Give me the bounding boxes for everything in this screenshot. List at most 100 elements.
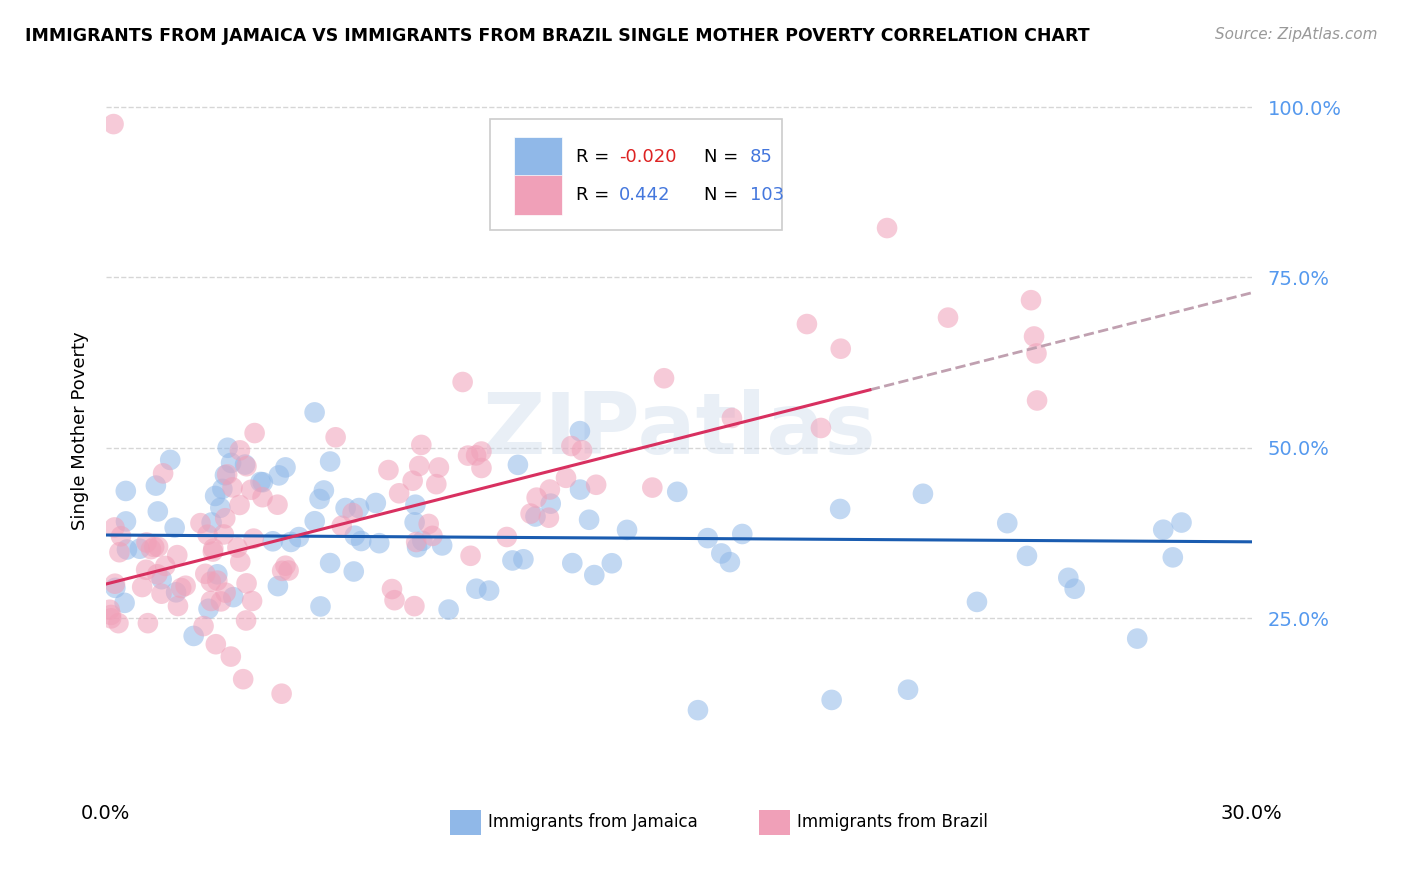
Point: [364, 496, 387, 510]
Point: [266, 498, 288, 512]
Point: [425, 477, 447, 491]
Point: [204, 489, 226, 503]
Point: [377, 463, 399, 477]
Point: [219, 649, 242, 664]
Point: [114, 483, 136, 498]
Point: [219, 456, 242, 470]
Point: [277, 564, 299, 578]
Text: IMMIGRANTS FROM JAMAICA VS IMMIGRANTS FROM BRAZIL SINGLE MOTHER POVERTY CORRELAT: IMMIGRANTS FROM JAMAICA VS IMMIGRANTS FR…: [25, 27, 1090, 45]
Point: [1126, 632, 1149, 646]
Point: [830, 342, 852, 356]
Point: [470, 461, 492, 475]
Point: [696, 531, 718, 545]
Point: [1019, 293, 1042, 308]
Point: [555, 471, 578, 485]
Point: [312, 483, 335, 498]
Point: [274, 460, 297, 475]
Point: [411, 533, 433, 548]
Point: [309, 599, 332, 614]
Point: [229, 555, 252, 569]
Point: [146, 540, 169, 554]
Text: R =: R =: [575, 186, 614, 203]
Point: [150, 572, 173, 586]
Point: [280, 535, 302, 549]
Point: [591, 171, 613, 186]
Point: [108, 545, 131, 559]
Point: [194, 566, 217, 581]
Point: [408, 458, 430, 473]
Point: [190, 516, 212, 530]
FancyBboxPatch shape: [513, 137, 562, 178]
Point: [876, 221, 898, 235]
Point: [897, 682, 920, 697]
Point: [437, 602, 460, 616]
Point: [388, 486, 411, 500]
Text: 85: 85: [749, 148, 773, 167]
Text: Immigrants from Brazil: Immigrants from Brazil: [797, 814, 988, 831]
Point: [325, 430, 347, 444]
Point: [98, 603, 121, 617]
Point: [1022, 329, 1045, 343]
Point: [235, 459, 257, 474]
Point: [1170, 516, 1192, 530]
Point: [212, 527, 235, 541]
Point: [342, 506, 364, 520]
Point: [418, 516, 440, 531]
Point: [167, 599, 190, 613]
Point: [1063, 582, 1085, 596]
Point: [197, 601, 219, 615]
Point: [166, 548, 188, 562]
Point: [335, 501, 357, 516]
Point: [165, 585, 187, 599]
Point: [288, 530, 311, 544]
Point: [214, 585, 236, 599]
Point: [501, 553, 523, 567]
Point: [240, 594, 263, 608]
Point: [583, 568, 606, 582]
Point: [830, 502, 852, 516]
Point: [249, 475, 271, 489]
Point: [110, 529, 132, 543]
Point: [115, 542, 138, 557]
Point: [569, 483, 592, 497]
Point: [343, 529, 366, 543]
Point: [721, 411, 744, 425]
Point: [568, 424, 591, 438]
Point: [686, 703, 709, 717]
Point: [710, 546, 733, 560]
Point: [560, 439, 582, 453]
Point: [1152, 523, 1174, 537]
FancyBboxPatch shape: [513, 175, 562, 215]
Point: [217, 467, 239, 482]
Point: [235, 614, 257, 628]
Point: [519, 507, 541, 521]
Point: [159, 453, 181, 467]
Point: [995, 516, 1018, 530]
Point: [235, 576, 257, 591]
Point: [422, 529, 444, 543]
Point: [145, 478, 167, 492]
Point: [217, 441, 239, 455]
Point: [103, 520, 125, 534]
Point: [226, 541, 249, 555]
Point: [128, 541, 150, 556]
Point: [103, 117, 125, 131]
Point: [304, 405, 326, 419]
Point: [115, 515, 138, 529]
Point: [319, 454, 342, 468]
Point: [457, 449, 479, 463]
Point: [911, 487, 934, 501]
Y-axis label: Single Mother Poverty: Single Mother Poverty: [72, 332, 89, 530]
Point: [114, 596, 136, 610]
Point: [641, 481, 664, 495]
Point: [384, 593, 406, 607]
Point: [652, 371, 675, 385]
Point: [270, 687, 292, 701]
Point: [135, 535, 157, 549]
Point: [209, 594, 232, 608]
Text: 103: 103: [749, 186, 785, 203]
Point: [267, 579, 290, 593]
Point: [427, 460, 450, 475]
Point: [146, 504, 169, 518]
Point: [104, 576, 127, 591]
